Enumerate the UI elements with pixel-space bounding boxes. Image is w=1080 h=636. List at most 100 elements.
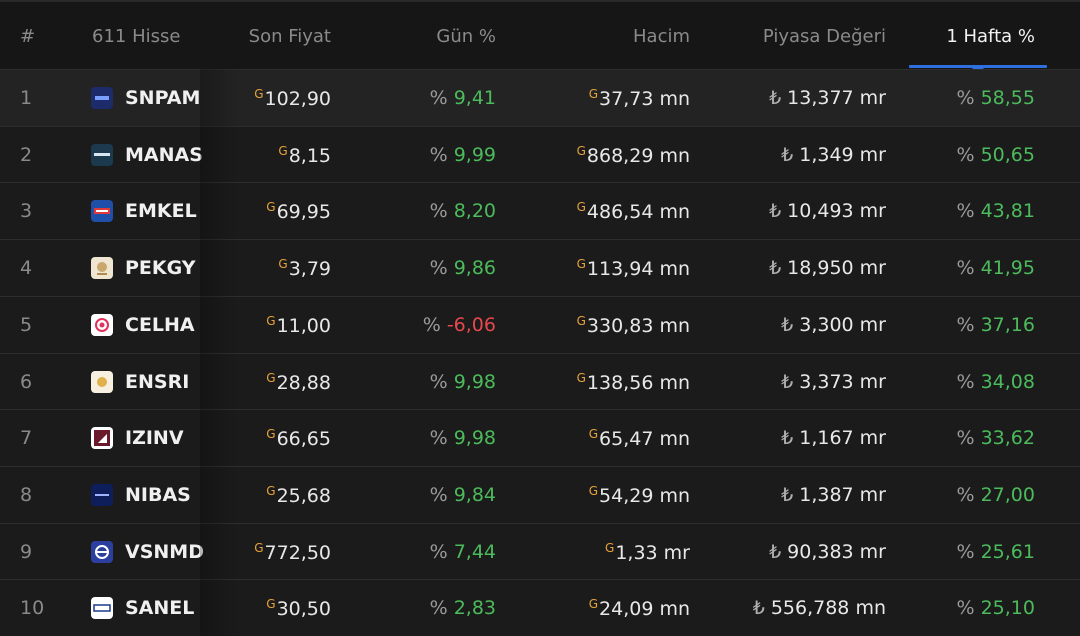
day-change: % 7,44: [430, 541, 496, 563]
gold-currency-icon: G: [605, 540, 615, 555]
header-week-change[interactable]: 1 Hafta %: [946, 26, 1035, 47]
volume-value: 486,54 mn: [586, 201, 690, 224]
percent-sign: %: [956, 597, 975, 620]
lira-icon: ₺: [781, 143, 794, 166]
week-change: % 50,65: [957, 144, 1035, 166]
day-change: % 9,98: [430, 427, 496, 449]
percent-sign: %: [956, 483, 975, 506]
gold-currency-icon: G: [278, 257, 288, 272]
week-change-value: 41,95: [980, 257, 1035, 280]
market-cap-value: 1,167 mr: [799, 427, 886, 450]
volume-value: 24,09 mn: [599, 598, 690, 621]
last-price: G25,68: [266, 484, 331, 507]
day-change-value: 9,41: [453, 87, 496, 109]
stock-symbol-link[interactable]: SNPAM: [125, 87, 201, 109]
stock-symbol-link[interactable]: PEKGY: [125, 257, 196, 280]
header-market-cap[interactable]: Piyasa Değeri: [762, 26, 886, 47]
row-rank: 5: [20, 313, 33, 336]
lira-icon: ₺: [781, 483, 794, 506]
market-cap-value: 556,788 mn: [770, 597, 886, 620]
volume: G868,29 mn: [577, 144, 690, 167]
table-row[interactable]: 3 EMKEL G69,95% 8,20 G486,54 mn ₺ 10,493 mr% 43…: [0, 182, 1080, 240]
lira-icon: ₺: [781, 427, 794, 450]
market-cap: ₺ 1,387 mr: [781, 484, 886, 506]
week-change-value: 58,55: [980, 87, 1035, 109]
header-volume[interactable]: Hacim: [633, 26, 690, 47]
week-change: % 25,10: [957, 597, 1035, 619]
active-sort-underline: [909, 65, 1047, 68]
week-change-value: 50,65: [980, 143, 1035, 166]
gold-currency-icon: G: [588, 427, 599, 442]
header-stock-count[interactable]: 611 Hisse: [92, 26, 181, 47]
row-rank: 6: [20, 370, 33, 393]
market-cap: ₺ 556,788 mn: [753, 597, 886, 619]
percent-sign: %: [429, 143, 448, 166]
percent-sign: %: [956, 427, 975, 450]
volume: G65,47 mn: [589, 427, 690, 450]
percent-sign: %: [429, 597, 448, 620]
volume: G54,29 mn: [589, 484, 690, 507]
percent-sign: %: [429, 200, 448, 223]
header-rank[interactable]: #: [20, 26, 36, 47]
market-cap-value: 10,493 mr: [787, 200, 886, 223]
week-change-value: 27,00: [980, 483, 1035, 506]
volume: G37,73 mn: [589, 87, 690, 110]
day-change-value: 8,20: [453, 200, 496, 223]
market-cap-value: 3,373 mr: [799, 370, 886, 393]
percent-sign: %: [429, 483, 448, 506]
stock-symbol-link[interactable]: NIBAS: [125, 483, 191, 506]
gold-currency-icon: G: [266, 427, 276, 442]
table-row[interactable]: 1 SNPAM G102,90% 9,41 G37,73 mn ₺ 13,377 mr% 58…: [0, 69, 1080, 126]
gold-currency-icon: G: [254, 540, 264, 555]
row-rank: 4: [20, 257, 33, 280]
volume: G1,33 mr: [605, 541, 690, 564]
table-row[interactable]: 2 MANAS G8,15% 9,99 G868,29 mn ₺ 1,349 mr% 50,6…: [0, 125, 1080, 183]
emkel-logo-icon: [91, 200, 113, 223]
lira-icon: ₺: [781, 370, 794, 393]
snpam-logo-icon: [91, 87, 113, 109]
volume-value: 113,94 mn: [586, 258, 690, 281]
gold-currency-icon: G: [576, 257, 586, 272]
stock-symbol-link[interactable]: EMKEL: [125, 200, 197, 223]
header-last-price[interactable]: Son Fiyat: [248, 26, 331, 47]
stock-symbol-link[interactable]: SANEL: [125, 597, 195, 620]
table-row[interactable]: 10 SANEL G30,50% 2,83 G24,09 mn ₺ 556,788 mn% 2…: [0, 579, 1080, 636]
stock-symbol-link[interactable]: ENSRI: [125, 370, 190, 393]
market-cap-value: 18,950 mr: [787, 257, 886, 280]
stock-symbol-link[interactable]: VSNMD: [125, 540, 204, 563]
volume: G330,83 mn: [577, 314, 690, 337]
last-price-value: 30,50: [276, 598, 331, 621]
percent-sign: %: [429, 370, 448, 393]
row-rank: 3: [20, 200, 33, 223]
vsnmd-logo-icon: [91, 540, 113, 563]
last-price-value: 102,90: [264, 88, 331, 110]
volume: G486,54 mn: [577, 200, 690, 223]
week-change-value: 25,61: [980, 540, 1035, 563]
lira-icon: ₺: [781, 313, 794, 336]
week-change: % 34,08: [957, 371, 1035, 393]
header-day-change[interactable]: Gün %: [436, 26, 496, 47]
table-row[interactable]: 8 NIBAS G25,68% 9,84 G54,29 mn ₺ 1,387 mr% 27,0…: [0, 465, 1080, 523]
day-change: % 9,99: [430, 144, 496, 166]
table-row[interactable]: 5 CELHA G11,00% -6,06 G330,83 mn ₺ 3,300 mr% 37…: [0, 295, 1080, 353]
market-cap: ₺ 18,950 mr: [769, 257, 886, 279]
table-row[interactable]: 9 VSNMD G772,50% 7,44 G1,33 mr ₺ 90,383 mr% 25,…: [0, 522, 1080, 580]
last-price-value: 3,79: [288, 258, 331, 281]
table-row[interactable]: 6 ENSRI G28,88% 9,98 G138,56 mn ₺ 3,373 mr% 34,…: [0, 352, 1080, 410]
day-change: % 9,84: [430, 484, 496, 506]
row-rank: 1: [20, 87, 33, 109]
volume: G138,56 mn: [577, 371, 690, 394]
last-price: G28,88: [266, 371, 331, 394]
gold-currency-icon: G: [266, 597, 276, 612]
stock-symbol-link[interactable]: MANAS: [125, 143, 203, 166]
manas-logo-icon: [91, 143, 113, 166]
table-row[interactable]: 7 IZINV G66,65% 9,98 G65,47 mn ₺ 1,167 mr% 33,6…: [0, 409, 1080, 467]
stock-symbol-link[interactable]: IZINV: [125, 427, 184, 450]
stock-symbol-link[interactable]: CELHA: [125, 313, 195, 336]
market-cap: ₺ 3,373 mr: [781, 371, 886, 393]
market-cap: ₺ 90,383 mr: [769, 541, 886, 563]
gold-currency-icon: G: [266, 483, 276, 498]
percent-sign: %: [429, 540, 448, 563]
table-row[interactable]: 4 PEKGY G3,79% 9,86 G113,94 mn ₺ 18,950 mr% 41,…: [0, 239, 1080, 297]
lira-icon: ₺: [769, 87, 782, 109]
